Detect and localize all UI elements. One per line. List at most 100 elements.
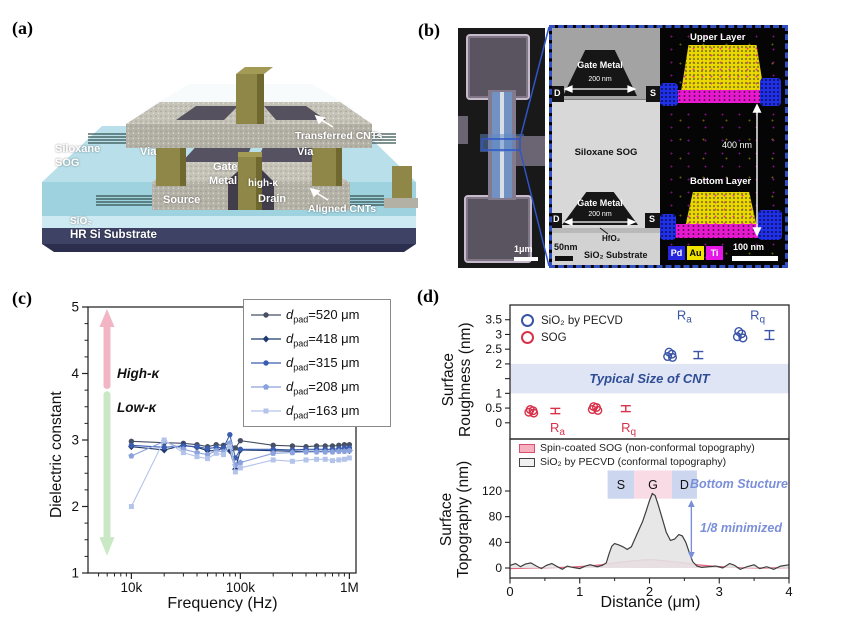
- pecvd-ring-icon: [521, 314, 534, 327]
- eds-scale-text: 100 nm: [733, 242, 765, 252]
- tem-scale-bar: [555, 256, 573, 261]
- eds-legend-au: Au: [687, 246, 704, 260]
- structure-box-label-S: S: [617, 478, 625, 492]
- tem-top-gate-width: 200 nm: [588, 76, 612, 83]
- legend-item: dpad=418 μm: [250, 328, 390, 352]
- d-x-tick-label: 2: [646, 584, 653, 599]
- legend-item: dpad=208 μm: [250, 376, 390, 400]
- pecvd-swatch-icon: [519, 457, 535, 467]
- eds-upper-ti-band: [672, 90, 768, 103]
- c-x-tick-label: 100k: [226, 580, 256, 595]
- d-top-y-line1: Surface: [440, 353, 457, 407]
- hr-si-substrate-label: HR Si Substrate: [70, 229, 157, 241]
- structure-box-S: [607, 470, 635, 499]
- topography-line-pecvd: [509, 492, 790, 570]
- tem-bottom-gate-label: Gate Metal: [577, 198, 623, 208]
- via-left-label: Via: [140, 146, 157, 158]
- tem-bottom-s-label: S: [649, 214, 656, 224]
- tem-top-d-label: D: [554, 88, 561, 98]
- series-marker-icon: [250, 333, 282, 348]
- roughness-group-sog-rq: [587, 402, 631, 415]
- sem-scale-text: 1μm: [514, 244, 533, 254]
- eds-bottom-pd-left: [660, 214, 676, 240]
- c-y-tick-label: 3: [71, 433, 79, 448]
- c-x-axis-title: Frequency (Hz): [167, 595, 278, 612]
- tem-sog-label: Siloxane SOG: [574, 147, 638, 158]
- legend-value: =315 μm: [308, 355, 360, 371]
- c-x-tick-label: 10k: [120, 580, 142, 595]
- via-right-label: Via: [297, 146, 314, 158]
- roughness-group-pecvd-rq: [732, 327, 775, 343]
- annotation-arrows: [309, 114, 334, 201]
- roughness-tag-pecvd-rq: Rq: [750, 308, 765, 326]
- d-x-tick-label: 1: [576, 584, 583, 599]
- tem-top-gate-label: Gate Metal: [577, 60, 623, 70]
- legend-d: d: [286, 355, 294, 371]
- d-top-y-tick-label: 3.5: [485, 313, 502, 327]
- sem-right-tab: [516, 136, 545, 166]
- siloxane-sog-label-line2: SOG: [55, 157, 80, 169]
- legend-sub: pad: [293, 386, 309, 397]
- eds-bottom-layer-label: Bottom Layer: [690, 176, 752, 187]
- tem-bottom-gate-width: 200 nm: [588, 211, 612, 218]
- d-bottom-legend: Spin-coated SOG (non-conformal topograph…: [519, 441, 755, 469]
- legend-value: =520 μm: [308, 307, 360, 323]
- transferred-cnts-label: Transferred CNTs: [295, 130, 383, 142]
- legend-value: =418 μm: [308, 331, 360, 347]
- d-x-axis-title: Distance (μm): [600, 594, 701, 611]
- eds-height-label: 400 nm: [722, 140, 753, 150]
- low-k-annotation: Low-κ: [117, 400, 157, 415]
- legend-label: SiO₂ by PECVD: [541, 314, 623, 327]
- legend-sub: pad: [293, 410, 309, 421]
- c-y-tick-label: 1: [71, 566, 79, 581]
- eds-bottom-pd-right: [758, 210, 782, 240]
- panel-b-letter: (b): [418, 20, 440, 40]
- sio2-label: SiO₂: [70, 216, 92, 227]
- series-marker-icon: [250, 357, 282, 372]
- high-k-arrowhead: [99, 308, 115, 327]
- siloxane-sog-label-line1: Siloxane: [55, 143, 101, 155]
- eds-legend-ti: Ti: [706, 246, 723, 260]
- d-top-y-axis-title: Surface Roughness (nm): [440, 322, 474, 437]
- legend-sub: pad: [293, 314, 309, 325]
- gate-metal-label-line2: Metal: [209, 175, 238, 187]
- structure-box-label-D: D: [680, 478, 689, 492]
- series-marker-icon: [250, 381, 282, 396]
- legend-label: SOG: [541, 331, 567, 344]
- legend-item: dpad=520 μm: [250, 304, 390, 328]
- low-k-arrowhead: [99, 537, 115, 556]
- d-bottom-y-line1: Surface: [438, 492, 455, 547]
- legend-item: Spin-coated SOG (non-conformal topograph…: [519, 441, 755, 455]
- eds-scale-bar: [732, 256, 778, 261]
- sog-swatch-icon: [519, 443, 535, 453]
- structure-box-D: [671, 470, 697, 499]
- legend-item: SiO₂ by PECVD: [521, 312, 623, 329]
- drain-label: Drain: [258, 193, 287, 205]
- d-bottom-y-tick-label: 0: [495, 561, 502, 575]
- sem-left-tab: [458, 116, 468, 144]
- tem-arrows: [563, 85, 637, 235]
- c-y-tick-label: 4: [71, 366, 79, 381]
- eds-height-arrow: [752, 103, 762, 237]
- c-y-axis-title: Dielectric constant: [48, 391, 65, 518]
- legend-d: d: [286, 307, 294, 323]
- legend-sub: pad: [293, 362, 309, 373]
- sog-ring-icon: [521, 331, 534, 344]
- legend-label: Spin-coated SOG (non-conformal topograph…: [540, 442, 755, 454]
- panel-b-tem-image: Gate Metal 200 nm D S Siloxane SOG Gate …: [552, 28, 660, 265]
- d-bottom-y-axis-title: Surface Topography (nm): [438, 461, 472, 578]
- sem-scale-bar: [514, 257, 538, 261]
- gate-metal-label-line1: Gate: [213, 161, 238, 173]
- tem-bottom-d-label: D: [553, 214, 560, 224]
- legend-item: dpad=315 μm: [250, 352, 390, 376]
- minimized-arrow: [687, 499, 695, 560]
- eds-bottom-ti-band: [676, 224, 764, 238]
- aligned-cnts-label: Aligned CNTs: [308, 203, 377, 215]
- legend-item: dpad=163 μm: [250, 400, 390, 424]
- legend-label: SiO₂ by PECVD (conformal topography): [540, 456, 727, 468]
- d-top-y-line2: Roughness (nm): [457, 322, 474, 437]
- d-top-y-tick-label: 3: [495, 327, 502, 341]
- legend-item: SiO₂ by PECVD (conformal topography): [519, 455, 755, 469]
- c-y-tick-label: 2: [71, 499, 79, 514]
